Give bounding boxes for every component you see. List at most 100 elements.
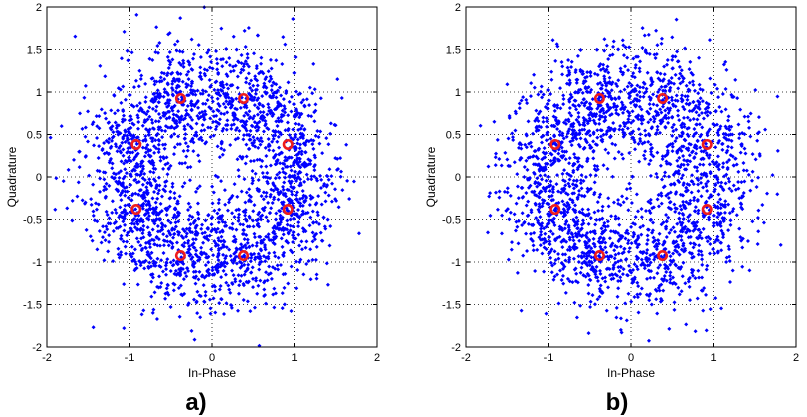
sample-point [704,292,709,297]
sample-point [289,264,294,269]
sample-point [226,200,231,205]
sample-point [150,210,155,215]
sample-point [234,247,239,252]
sample-point [139,169,144,174]
sample-point [194,130,199,135]
sample-point [172,145,177,150]
x-tick-label: 2 [793,352,799,364]
sample-point [726,114,731,119]
sample-point [126,195,131,200]
sample-point [198,74,203,79]
sample-point [580,90,585,95]
sample-point [560,64,565,69]
sample-point [239,242,244,247]
sample-point [131,85,136,90]
sample-point [117,175,122,180]
sample-point [230,268,235,273]
sample-point [172,42,177,47]
sample-point [522,174,527,179]
sample-point [180,49,185,54]
sample-point [231,64,236,69]
sample-point [298,91,303,96]
sample-point [179,234,184,239]
sample-point [314,244,319,249]
sample-point [224,301,229,306]
sample-point [150,196,155,201]
sample-point [332,122,337,127]
sample-point [163,189,168,194]
sample-point [263,205,268,210]
sample-point [255,112,260,117]
sample-point [274,217,279,222]
sample-point [206,93,211,98]
sample-point [208,54,213,59]
sample-point [250,176,255,181]
sample-point [239,273,244,278]
sample-point [334,198,339,203]
sample-point [154,25,159,30]
sample-point [224,223,229,228]
sample-point [662,274,667,279]
sample-point [129,193,134,198]
sample-point [94,201,99,206]
x-tick-label: 1 [710,352,716,364]
sample-point [742,179,747,184]
sample-point [246,25,251,30]
sample-point [301,163,306,168]
sample-point [208,306,213,311]
sample-point [186,144,191,149]
sample-point [164,73,169,78]
sample-point [289,109,294,114]
sample-point [313,133,318,138]
sample-point [104,116,109,121]
sample-point [588,70,593,75]
sample-point [347,196,352,201]
x-tick-label: -1 [544,352,554,364]
sample-point [301,211,306,216]
sample-point [243,200,248,205]
sample-point [216,262,221,267]
sample-point [221,56,226,61]
sample-point [243,269,248,274]
sample-point [187,253,192,258]
sample-point [660,156,665,161]
sample-point [245,62,250,67]
sample-point [164,207,169,212]
sample-point [152,263,157,268]
sample-point [187,244,192,249]
sample-point [191,52,196,57]
sample-point [626,117,631,122]
sample-point [96,156,101,161]
sample-point [170,81,175,86]
sample-point [191,241,196,246]
sample-point [676,285,681,290]
sample-point [274,82,279,87]
sample-point [203,218,208,223]
sample-point [244,76,249,81]
sample-point [174,121,179,126]
sample-point [151,163,156,168]
sample-point [302,127,307,132]
sample-point [102,258,107,263]
sample-point [251,83,256,88]
sample-point [203,73,208,78]
sample-point [247,81,252,86]
sample-point [734,213,739,218]
grid-lines [47,7,377,347]
sample-point [157,95,162,100]
sample-point [177,84,182,89]
sample-point [194,299,199,304]
sample-point [715,86,720,91]
sample-point [126,149,131,154]
sample-point [311,220,316,225]
sample-point [177,142,182,147]
sample-point [740,245,745,250]
sample-point [647,162,652,167]
sample-point [201,101,206,106]
sample-point [511,135,516,140]
sample-point [129,136,134,141]
sample-point [104,138,109,143]
sample-point [281,272,286,277]
sample-point [196,153,201,158]
sample-point [140,123,145,128]
